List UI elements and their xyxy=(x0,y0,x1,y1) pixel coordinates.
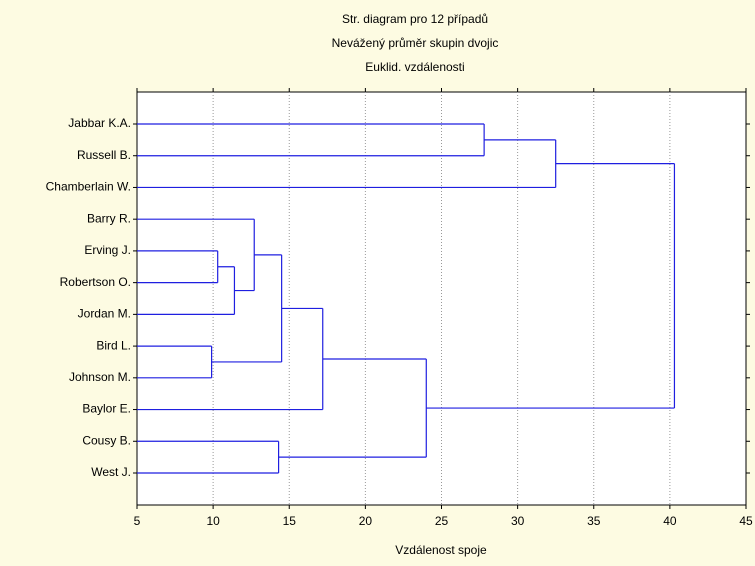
x-tick-label: 20 xyxy=(359,514,373,528)
leaf-label: West J. xyxy=(91,465,131,479)
x-tick-label: 10 xyxy=(206,514,220,528)
leaf-label: Robertson O. xyxy=(60,275,131,289)
x-tick-label: 45 xyxy=(739,514,753,528)
leaf-label: Jabbar K.A. xyxy=(68,116,131,130)
x-tick-label: 5 xyxy=(134,514,141,528)
leaf-label: Chamberlain W. xyxy=(46,180,131,194)
leaf-label: Bird L. xyxy=(96,338,131,352)
leaf-label: Johnson M. xyxy=(69,370,131,384)
x-tick-label: 35 xyxy=(587,514,601,528)
x-tick-label: 15 xyxy=(283,514,297,528)
leaf-label: Jordan M. xyxy=(78,307,131,321)
x-axis-label: Vzdálenost spoje xyxy=(395,543,487,557)
leaf-label: Barry R. xyxy=(87,211,131,225)
title: Nevážený průměr skupin dvojic xyxy=(332,36,499,50)
leaf-label: Russell B. xyxy=(77,148,131,162)
plot-area xyxy=(136,91,747,506)
leaf-label: Baylor E. xyxy=(82,402,131,416)
x-tick-label: 25 xyxy=(435,514,449,528)
title: Euklid. vzdálenosti xyxy=(365,60,464,74)
leaf-label: Cousy B. xyxy=(82,433,131,447)
title: Str. diagram pro 12 případů xyxy=(342,12,488,26)
x-tick-label: 30 xyxy=(511,514,525,528)
leaf-label: Erving J. xyxy=(84,243,131,257)
x-tick-label: 40 xyxy=(663,514,677,528)
